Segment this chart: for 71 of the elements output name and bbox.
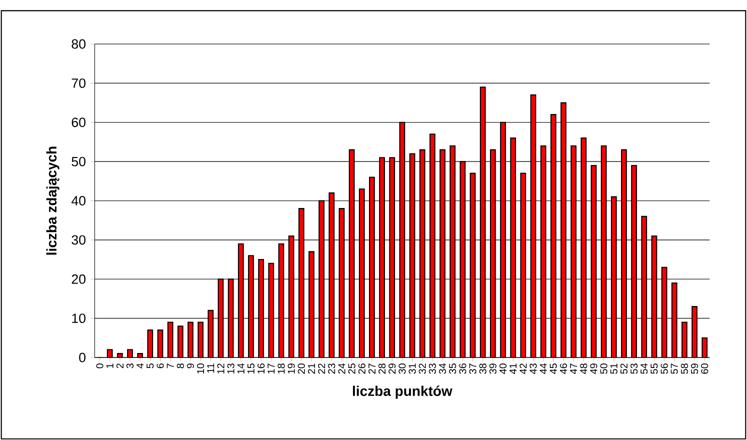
- x-tick-label: 6: [156, 363, 164, 368]
- x-tick-label: 17: [268, 363, 275, 374]
- x-tick-label: 0: [96, 363, 104, 368]
- x-tick-label: 23: [328, 363, 336, 374]
- x-tick-label: 59: [690, 363, 698, 374]
- y-tick-label: 10: [72, 313, 86, 323]
- x-tick-label: 43: [530, 363, 537, 374]
- y-tick-label: 80: [72, 39, 86, 49]
- x-tick-label: 47: [570, 363, 577, 374]
- x-tick-label: 26: [358, 363, 366, 374]
- x-tick-label: 56: [660, 363, 668, 374]
- x-tick-label: 27: [368, 363, 376, 374]
- y-tick-label: 40: [71, 196, 86, 206]
- x-tick-label: 19: [288, 363, 295, 374]
- x-tick-label: 41: [510, 363, 517, 374]
- x-tick-label: 14: [237, 363, 244, 374]
- x-tick-label: 38: [479, 363, 486, 374]
- x-tick-label: 9: [186, 363, 194, 368]
- x-tick-label: 28: [378, 363, 386, 374]
- x-tick-label: 2: [116, 363, 124, 368]
- x-tick-label: 52: [620, 363, 628, 374]
- x-tick-label: 31: [408, 363, 416, 374]
- x-tick-label: 39: [489, 363, 496, 374]
- y-tick-label: 70: [72, 78, 86, 88]
- x-tick-label: 4: [136, 363, 144, 368]
- x-tick-label: 24: [338, 363, 346, 374]
- x-tick-label: 58: [680, 363, 688, 374]
- x-tick-label: 53: [630, 363, 638, 374]
- x-tick-label: 5: [146, 363, 154, 368]
- x-tick-label: 21: [308, 363, 315, 374]
- x-tick-label: 57: [670, 363, 678, 374]
- x-tick-label: 1: [106, 363, 114, 368]
- x-axis-title: liczba punktów: [352, 386, 452, 399]
- x-tick-label: 13: [227, 363, 234, 374]
- x-tick-label: 42: [520, 363, 527, 374]
- y-tick-label: 50: [72, 156, 86, 166]
- y-tick-label: 30: [72, 235, 86, 245]
- x-tick-label: 3: [126, 363, 134, 368]
- x-tick-label: 51: [610, 363, 618, 374]
- x-tick-label: 50: [600, 363, 608, 374]
- y-axis-title: liczba zdających: [46, 146, 60, 255]
- x-tick-label: 30: [398, 363, 406, 374]
- x-tick-label: 11: [207, 363, 214, 373]
- x-tick-label: 18: [278, 363, 285, 374]
- x-tick-label: 54: [640, 363, 648, 374]
- x-tick-label: 25: [348, 363, 356, 374]
- x-tick-label: 45: [550, 363, 557, 374]
- x-tick-label: 10: [197, 363, 204, 374]
- x-tick-label: 49: [590, 363, 598, 374]
- x-tick-label: 37: [469, 363, 476, 374]
- x-tick-label: 44: [540, 363, 547, 374]
- x-tick-label: 8: [176, 363, 184, 368]
- x-tick-label: 16: [258, 363, 265, 374]
- x-tick-label: 33: [428, 363, 436, 374]
- y-tick-label: 60: [72, 118, 86, 128]
- x-tick-label: 36: [459, 363, 466, 374]
- x-tick-label: 22: [318, 363, 326, 374]
- x-tick-label: 60: [701, 363, 708, 374]
- x-tick-label: 34: [438, 363, 446, 374]
- x-tick-label: 55: [650, 363, 658, 374]
- x-tick-label: 12: [217, 363, 224, 374]
- x-tick-label: 15: [247, 363, 254, 374]
- x-tick-label: 40: [499, 363, 507, 374]
- x-tick-label: 48: [580, 363, 588, 374]
- x-tick-label: 32: [418, 363, 426, 374]
- x-tick-label: 46: [560, 363, 568, 374]
- x-tick-label: 20: [298, 363, 305, 374]
- x-tick-label: 35: [449, 363, 456, 374]
- x-tick-label: 7: [166, 363, 174, 368]
- x-tick-label: 29: [388, 363, 396, 374]
- y-tick-label: 20: [72, 274, 86, 284]
